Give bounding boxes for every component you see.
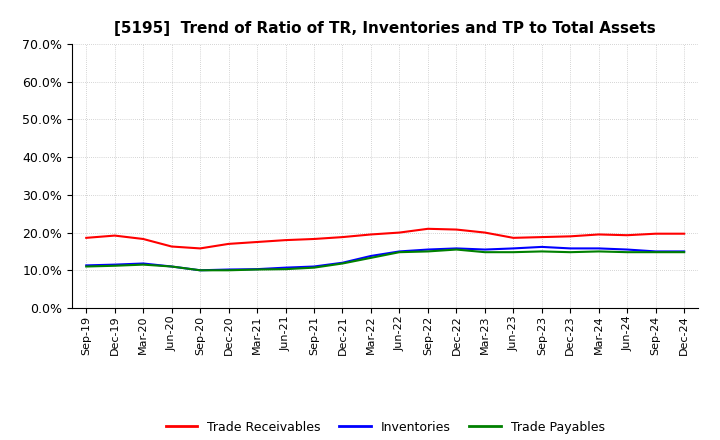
Inventories xyxy=(82,263,91,268)
Inventories xyxy=(566,246,575,251)
Trade Receivables xyxy=(395,230,404,235)
Trade Receivables xyxy=(139,236,148,242)
Trade Payables xyxy=(395,249,404,255)
Trade Receivables xyxy=(366,232,375,237)
Inventories xyxy=(423,247,432,252)
Trade Payables xyxy=(82,264,91,269)
Trade Receivables xyxy=(509,235,518,241)
Inventories xyxy=(623,247,631,252)
Inventories xyxy=(395,249,404,254)
Inventories xyxy=(167,264,176,269)
Trade Receivables xyxy=(110,233,119,238)
Inventories xyxy=(110,262,119,267)
Trade Receivables xyxy=(225,241,233,246)
Trade Payables xyxy=(595,249,603,254)
Trade Receivables xyxy=(253,239,261,245)
Inventories xyxy=(196,268,204,273)
Trade Payables xyxy=(480,249,489,255)
Inventories xyxy=(509,246,518,251)
Inventories xyxy=(452,246,461,251)
Trade Payables xyxy=(338,261,347,266)
Trade Payables xyxy=(366,255,375,260)
Inventories xyxy=(537,244,546,249)
Inventories xyxy=(680,249,688,254)
Inventories xyxy=(139,261,148,266)
Trade Receivables xyxy=(652,231,660,236)
Trade Payables xyxy=(509,249,518,255)
Inventories xyxy=(652,249,660,254)
Trade Payables xyxy=(566,249,575,255)
Trade Receivables xyxy=(196,246,204,251)
Line: Trade Receivables: Trade Receivables xyxy=(86,229,684,249)
Inventories xyxy=(595,246,603,251)
Trade Payables xyxy=(452,247,461,252)
Trade Receivables xyxy=(537,235,546,240)
Trade Receivables xyxy=(423,226,432,231)
Trade Payables xyxy=(537,249,546,254)
Trade Payables xyxy=(167,264,176,269)
Trade Payables xyxy=(139,262,148,267)
Inventories xyxy=(282,265,290,270)
Inventories xyxy=(338,260,347,265)
Trade Receivables xyxy=(82,235,91,241)
Trade Receivables xyxy=(452,227,461,232)
Trade Payables xyxy=(196,268,204,273)
Trade Receivables xyxy=(566,234,575,239)
Legend: Trade Receivables, Inventories, Trade Payables: Trade Receivables, Inventories, Trade Pa… xyxy=(161,416,610,439)
Trade Payables xyxy=(253,267,261,272)
Trade Payables xyxy=(423,249,432,254)
Inventories xyxy=(253,267,261,272)
Trade Receivables xyxy=(338,235,347,240)
Trade Payables xyxy=(680,249,688,255)
Title: [5195]  Trend of Ratio of TR, Inventories and TP to Total Assets: [5195] Trend of Ratio of TR, Inventories… xyxy=(114,21,656,36)
Trade Payables xyxy=(110,263,119,268)
Inventories xyxy=(366,253,375,259)
Line: Inventories: Inventories xyxy=(86,247,684,270)
Trade Receivables xyxy=(595,232,603,237)
Trade Receivables xyxy=(310,236,318,242)
Trade Payables xyxy=(225,268,233,273)
Inventories xyxy=(310,264,318,269)
Trade Payables xyxy=(282,267,290,272)
Trade Payables xyxy=(652,249,660,255)
Trade Payables xyxy=(310,265,318,270)
Trade Receivables xyxy=(623,233,631,238)
Line: Trade Payables: Trade Payables xyxy=(86,249,684,270)
Trade Receivables xyxy=(282,238,290,243)
Trade Receivables xyxy=(680,231,688,236)
Trade Receivables xyxy=(167,244,176,249)
Inventories xyxy=(225,267,233,272)
Trade Receivables xyxy=(480,230,489,235)
Trade Payables xyxy=(623,249,631,255)
Inventories xyxy=(480,247,489,252)
